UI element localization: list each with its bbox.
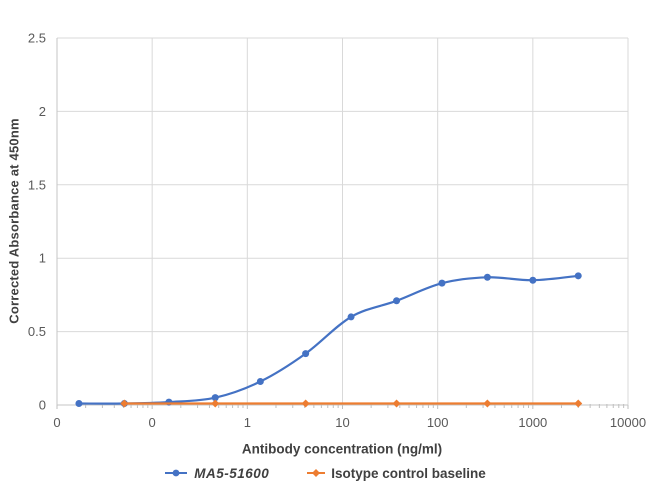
y-tick-label: 1.5 (28, 177, 46, 192)
data-point-ma5-51600 (347, 313, 355, 321)
legend-item-isotype-control: Isotype control baseline (307, 466, 486, 481)
data-point-ma5-51600 (483, 273, 491, 281)
x-tick-label: 0 (53, 415, 60, 430)
line-diamond-marker-icon (307, 469, 326, 477)
legend-item-ma5-51600: MA5-51600 (164, 466, 269, 481)
x-tick-label: 100 (427, 415, 449, 430)
data-point-isotype-control-baseline (120, 399, 129, 408)
line-circle-marker-icon (165, 469, 188, 477)
x-axis-title: Antibody concentration (ng/ml) (241, 441, 443, 457)
x-tick-label: 1000 (518, 415, 547, 430)
x-tick-label: 0 (149, 415, 156, 430)
data-point-isotype-control-baseline (483, 399, 492, 408)
y-tick-label: 2.5 (28, 31, 46, 46)
x-tick-label: 1 (244, 415, 251, 430)
data-point-ma5-51600 (529, 276, 537, 284)
data-point-ma5-51600 (438, 279, 446, 287)
data-point-isotype-control-baseline (301, 399, 310, 408)
plot-area: 00.511.522.50 0 1 10 100 1000 10000 (28, 31, 646, 431)
data-point-ma5-51600 (256, 378, 264, 386)
data-point-isotype-control-baseline (211, 399, 220, 408)
legend: MA5-51600 Isotype control baseline (0, 462, 650, 484)
data-point-ma5-51600 (393, 297, 401, 305)
series-line-ma5-51600 (77, 274, 580, 405)
x-tick-label: 10000 (610, 415, 646, 430)
data-point-isotype-control-baseline (392, 399, 401, 408)
y-tick-label: 1 (39, 251, 46, 266)
legend-label-ma5-51600: MA5-51600 (194, 465, 270, 481)
y-tick-label: 0.5 (28, 324, 46, 339)
y-axis-title: Corrected Absorbance at 450nm (6, 118, 22, 324)
data-point-isotype-control-baseline (574, 399, 583, 408)
data-point-ma5-51600 (211, 394, 219, 402)
y-tick-label: 0 (39, 398, 46, 413)
data-point-ma5-51600 (574, 272, 582, 280)
y-tick-label: 2 (39, 104, 46, 119)
x-tick-label: 10 (335, 415, 349, 430)
data-point-ma5-51600 (75, 400, 83, 408)
legend-label-isotype-control: Isotype control baseline (331, 465, 486, 481)
data-point-ma5-51600 (302, 350, 310, 358)
